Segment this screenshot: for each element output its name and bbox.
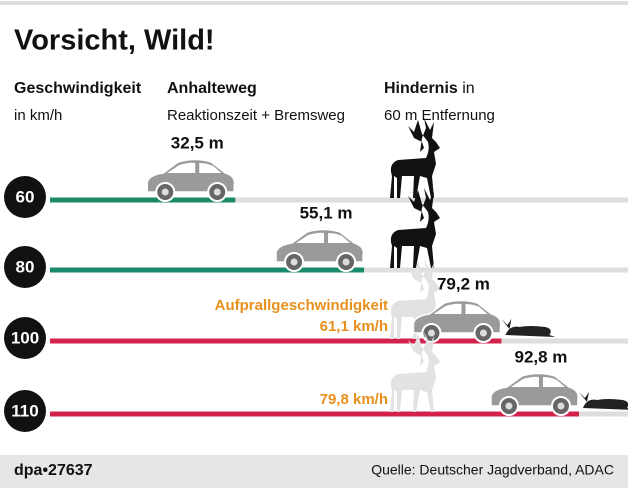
annotation: Aufprallgeschwindigkeit xyxy=(215,297,388,314)
car-hub xyxy=(342,258,350,266)
car-icon xyxy=(275,228,365,272)
car-hub xyxy=(557,402,565,410)
deer-icon xyxy=(390,332,440,412)
header: Hindernis in xyxy=(384,80,475,97)
car-window xyxy=(296,232,351,243)
header-note: Reaktionszeit + Bremsweg xyxy=(167,107,345,124)
agency: dpa•27637 xyxy=(14,462,93,479)
speed-badge xyxy=(4,176,46,218)
car-hub xyxy=(427,329,435,337)
speed-label: 80 xyxy=(16,257,35,276)
value-label: 55,1 m xyxy=(300,203,353,222)
value-label: 79,2 m xyxy=(437,274,490,293)
header: in xyxy=(462,80,474,97)
car-window xyxy=(433,303,488,314)
footer-band xyxy=(0,455,628,488)
deer-icon xyxy=(390,118,440,198)
car-hub xyxy=(505,402,513,410)
header-note: 60 m Entfernung xyxy=(384,107,495,124)
fallen-deer-icon xyxy=(578,392,628,410)
car-icon xyxy=(490,372,580,416)
speed-badge xyxy=(4,390,46,432)
car-icon xyxy=(146,158,236,202)
fallen-deer-icon xyxy=(501,319,556,337)
header: Anhalteweg xyxy=(167,80,257,97)
value-label: 32,5 m xyxy=(171,133,224,152)
car-hub xyxy=(161,188,169,196)
value-label: 92,8 m xyxy=(514,347,567,366)
speed-badge xyxy=(4,246,46,288)
speed-badge xyxy=(4,317,46,359)
header: Geschwindigkeit xyxy=(14,80,142,97)
speed-label: 100 xyxy=(11,328,39,347)
annotation: 61,1 km/h xyxy=(320,318,388,335)
header: Hindernis xyxy=(384,80,458,97)
car-window xyxy=(167,162,222,173)
speed-label: 110 xyxy=(11,401,38,420)
speed-label: 60 xyxy=(16,187,35,206)
header-note: in km/h xyxy=(14,107,62,124)
car-hub xyxy=(479,329,487,337)
car-icon xyxy=(412,299,502,343)
source: Quelle: Deutscher Jagdverband, ADAC xyxy=(371,462,614,478)
title: Vorsicht, Wild! xyxy=(14,25,215,57)
car-window xyxy=(510,376,565,387)
deer-icon xyxy=(390,188,440,268)
car-hub xyxy=(213,188,221,196)
annotation: 79,8 km/h xyxy=(320,391,388,408)
car-hub xyxy=(290,258,298,266)
